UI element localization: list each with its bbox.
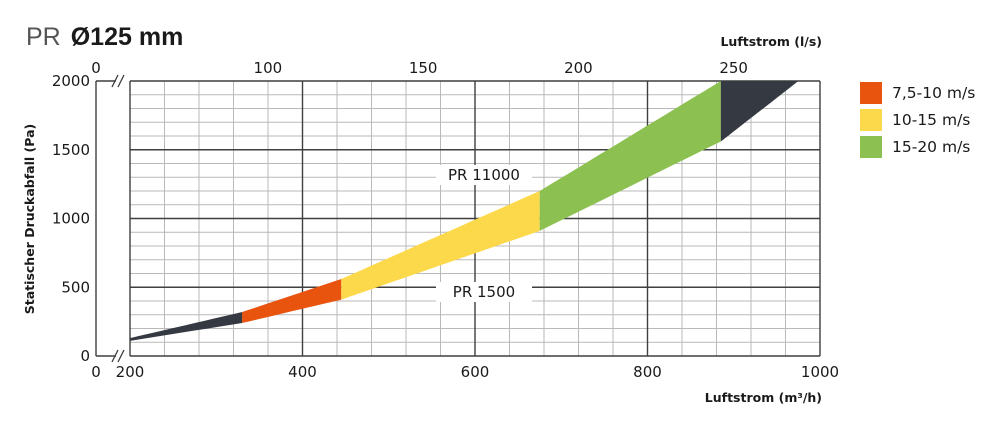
y-axis-title: Statischer Druckabfall (Pa) <box>22 124 37 314</box>
velocity-band-2 <box>539 81 721 231</box>
y-tick-label: 1000 <box>52 210 90 228</box>
x2-tick-label: 200 <box>564 59 593 77</box>
x-tick-label: 400 <box>288 363 317 381</box>
x2-axis-title: Luftstrom (l/s) <box>720 34 822 49</box>
legend-label: 10-15 m/s <box>892 111 970 129</box>
legend-swatch <box>860 136 882 158</box>
axis-break-mark <box>111 349 119 363</box>
x-tick-label: 800 <box>633 363 662 381</box>
curve-label: PR 11000 <box>448 166 520 184</box>
curve-label-bg <box>436 165 532 185</box>
x-axis-title: Luftstrom (m³/h) <box>705 390 822 405</box>
legend-label: 7,5-10 m/s <box>892 84 975 102</box>
x2-tick-label: 250 <box>719 59 748 77</box>
axis-break-mark <box>117 74 125 88</box>
axis-break-mark <box>111 74 119 88</box>
y-tick-label: 0 <box>80 347 90 365</box>
legend-label: 15-20 m/s <box>892 138 970 156</box>
velocity-band-4 <box>720 81 799 142</box>
x-tick-label: 600 <box>461 363 490 381</box>
velocity-band-3 <box>130 312 243 341</box>
x2-tick-label: 100 <box>254 59 283 77</box>
axis-break-gap <box>113 75 126 362</box>
legend-swatch <box>860 109 882 131</box>
x2-tick-label: 0 <box>91 59 101 77</box>
x-tick-label: 200 <box>116 363 145 381</box>
title-prefix: PR <box>26 23 61 51</box>
axis-break-mark <box>117 349 125 363</box>
title-size: Ø125 mm <box>71 23 184 51</box>
y-tick-label: 2000 <box>52 72 90 90</box>
legend: 7,5-10 m/s 10-15 m/s 15-20 m/s <box>860 82 975 158</box>
velocity-band-1 <box>341 191 540 300</box>
y-tick-label: 1500 <box>52 141 90 159</box>
x2-tick-label: 150 <box>409 59 438 77</box>
title: PR Ø125 mm <box>26 23 183 51</box>
x-tick-label: 0 <box>91 363 101 381</box>
curve-label: PR 1500 <box>453 283 515 301</box>
y-tick-label: 500 <box>61 278 90 296</box>
velocity-band-0 <box>242 279 342 323</box>
x-tick-label: 1000 <box>801 363 839 381</box>
legend-swatch <box>860 82 882 104</box>
curve-label-bg <box>436 282 532 302</box>
